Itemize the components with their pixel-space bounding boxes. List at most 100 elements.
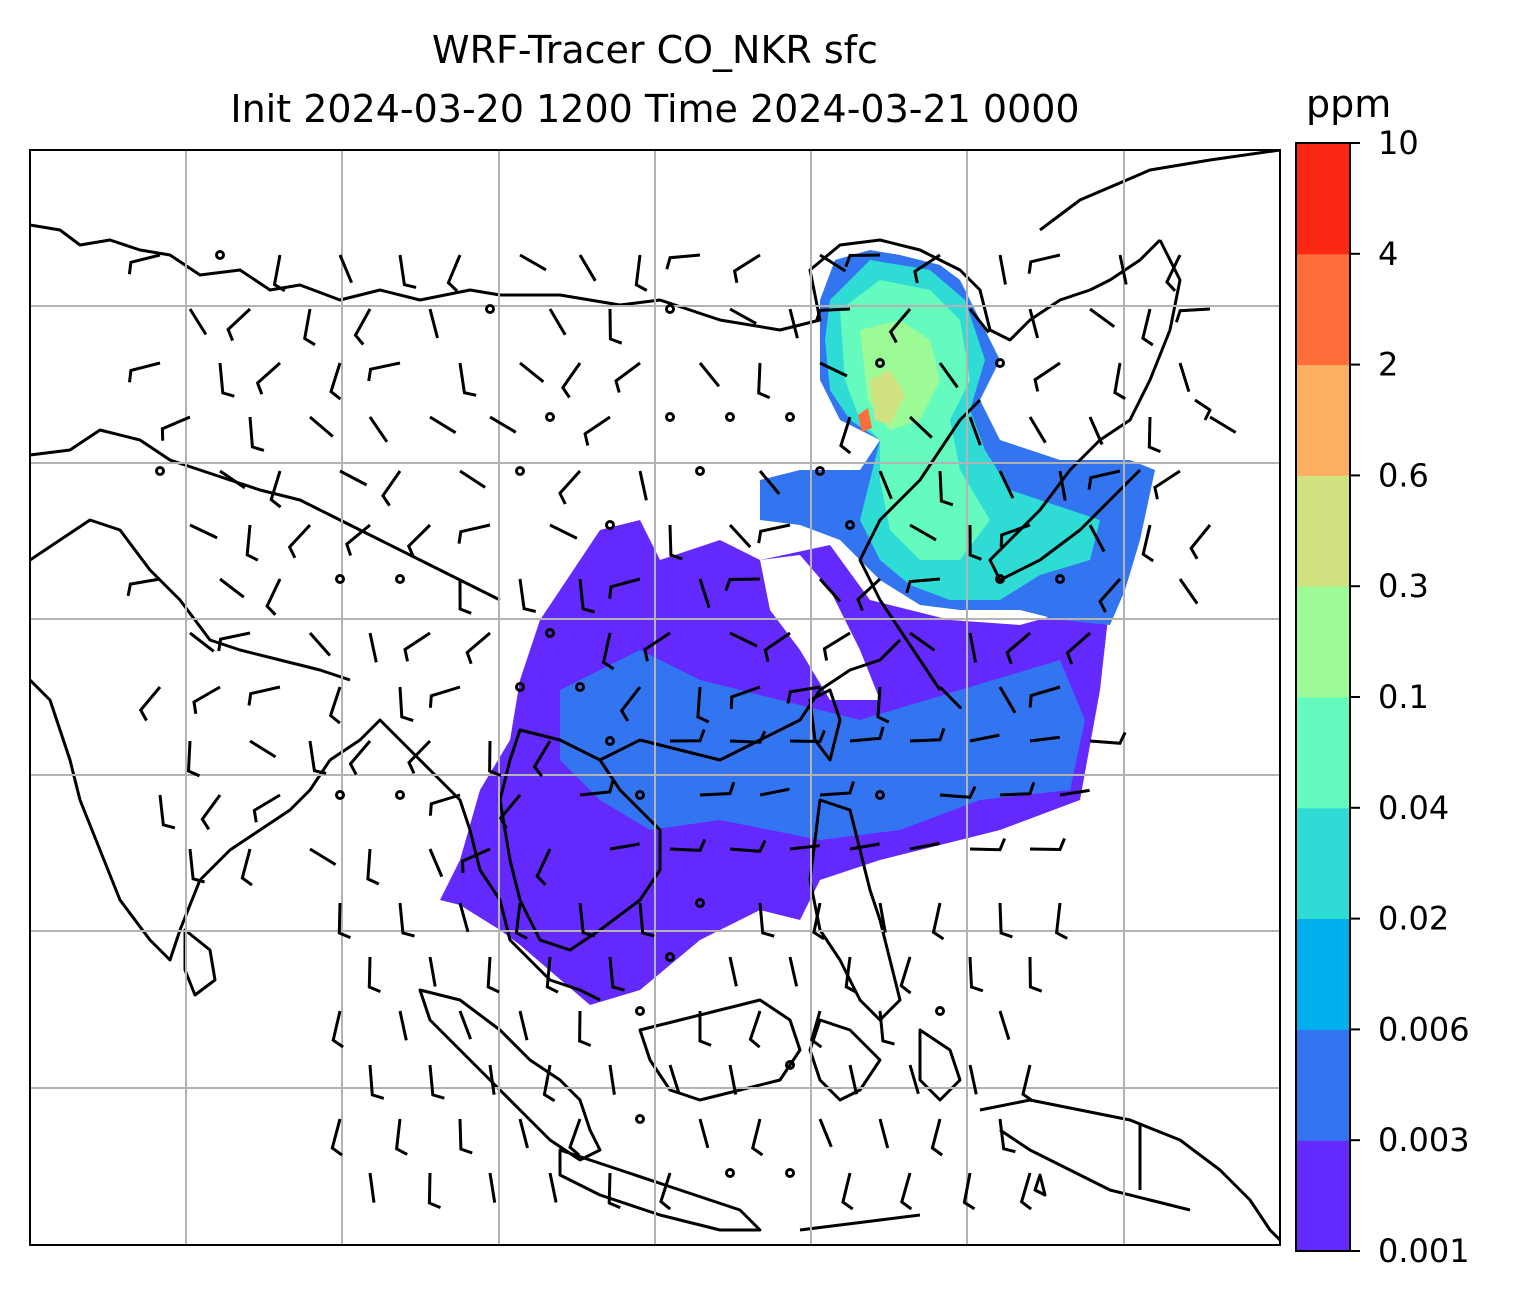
wind-calm-marker [575, 682, 585, 692]
wind-barb [962, 1172, 976, 1211]
map-subtitle: Init 2024-03-20 1200 Time 2024-03-21 000… [230, 87, 1080, 131]
wind-barb [189, 631, 215, 653]
colorbar-segment [1296, 253, 1350, 366]
wind-barb [699, 781, 736, 797]
wind-barb [269, 470, 282, 509]
wind-barb [1141, 524, 1155, 563]
wind-barb [309, 847, 337, 866]
wind-barb [249, 739, 277, 759]
wind-barb [729, 685, 761, 709]
wind-barb [819, 781, 855, 797]
wind-barb [458, 902, 470, 933]
wind-barb [968, 308, 990, 334]
wind-barb [287, 523, 312, 559]
wind-barb [1028, 308, 1040, 339]
wind-calm-marker [635, 790, 645, 800]
wind-barb [303, 308, 316, 347]
colorbar-tick-label: 0.003 [1378, 1121, 1470, 1159]
wind-barb [200, 794, 222, 831]
wind-barb [998, 1118, 1016, 1154]
wind-barb [578, 254, 597, 282]
wind-barb [158, 794, 176, 830]
wind-barb [729, 839, 767, 853]
wind-barb [732, 253, 761, 284]
wind-barb [217, 631, 251, 652]
wind-barb [1019, 1172, 1033, 1211]
colorbar-tick-label: 0.6 [1378, 456, 1429, 494]
wind-calm-marker [515, 682, 525, 692]
wind-barb [729, 730, 767, 744]
wind-barb [226, 307, 252, 342]
wind-barb [968, 524, 982, 561]
concentration-gap [760, 555, 880, 700]
wind-calm-marker [785, 1168, 795, 1178]
wind-barb [1058, 470, 1067, 501]
wind-barb [1153, 469, 1181, 500]
wind-calm-marker [1055, 574, 1065, 584]
wind-barb [1088, 524, 1106, 553]
wind-barb [608, 308, 623, 345]
wind-barb [848, 1064, 858, 1095]
wind-barb [1021, 1064, 1034, 1103]
wind-barb [247, 685, 281, 706]
wind-barb [429, 415, 457, 434]
wind-barb [459, 469, 486, 489]
colorbar-segment [1296, 586, 1350, 698]
wind-barb [337, 902, 351, 939]
wind-barb [900, 1172, 913, 1211]
graticule [30, 150, 1280, 1245]
wind-barb [367, 956, 381, 993]
wind-barb [1029, 735, 1060, 743]
wind-barb [1165, 254, 1182, 292]
map-frame [29, 149, 1281, 1246]
wind-barb [488, 740, 502, 777]
wind-barb [458, 1118, 473, 1155]
wind-barb [457, 523, 491, 544]
wind-barb [1178, 578, 1199, 605]
wind-barb [999, 781, 1036, 797]
wind-barb [407, 739, 432, 775]
wind-barb [822, 631, 851, 661]
wind-barb [1065, 631, 1091, 665]
wind-barb [240, 848, 253, 887]
wind-barb [255, 361, 281, 395]
wind-barb [353, 308, 372, 346]
wind-barb [818, 1118, 833, 1148]
wind-barb [126, 577, 161, 597]
wind-barb [696, 686, 710, 724]
wind-barb [219, 469, 246, 490]
wind-barb [939, 785, 977, 799]
wind-barb [818, 578, 842, 603]
wind-calm-marker [815, 466, 825, 476]
map-area[interactable] [30, 150, 1280, 1245]
wind-barb [698, 1011, 712, 1047]
wind-barbs [126, 250, 1237, 1211]
wind-barb [909, 727, 946, 743]
colorbar-tick-label: 10 [1378, 124, 1419, 162]
wind-barb [489, 415, 517, 434]
wind-barb [338, 254, 353, 284]
wind-barb [329, 362, 342, 401]
wind-barb [428, 1064, 445, 1100]
wind-barb [841, 1172, 854, 1211]
wind-barb [1087, 469, 1121, 490]
wind-barb [518, 1118, 529, 1149]
wind-barb [398, 1010, 408, 1041]
wind-barb [465, 631, 491, 665]
wind-barb [403, 631, 431, 662]
wind-barb [160, 415, 191, 441]
wind-barb [913, 253, 941, 284]
colorbar-segment [1296, 1029, 1350, 1141]
wind-barb [368, 632, 378, 663]
wind-barb [1028, 416, 1047, 444]
wind-calm-marker [515, 466, 525, 476]
wind-barb [786, 685, 821, 704]
wind-barb [698, 1118, 710, 1149]
wind-barb [763, 631, 791, 663]
wind-barb [1174, 307, 1211, 323]
concentration-field [440, 250, 1155, 1005]
wind-barb [535, 848, 552, 886]
wind-barb [669, 838, 707, 852]
wind-barb [601, 632, 615, 671]
colorbar-tick-label: 2 [1378, 346, 1398, 384]
